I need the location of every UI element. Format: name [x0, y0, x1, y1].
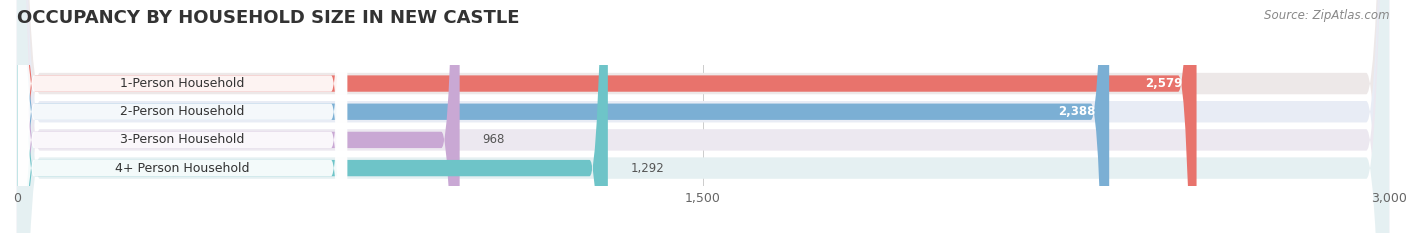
- FancyBboxPatch shape: [18, 0, 347, 233]
- Text: 1,292: 1,292: [631, 161, 665, 175]
- FancyBboxPatch shape: [18, 0, 347, 233]
- FancyBboxPatch shape: [18, 0, 347, 233]
- FancyBboxPatch shape: [17, 0, 1389, 233]
- FancyBboxPatch shape: [17, 0, 1109, 233]
- Text: 968: 968: [482, 134, 505, 146]
- FancyBboxPatch shape: [17, 0, 460, 233]
- FancyBboxPatch shape: [17, 0, 1389, 233]
- FancyBboxPatch shape: [17, 0, 1389, 233]
- FancyBboxPatch shape: [17, 0, 607, 233]
- Text: 2,579: 2,579: [1146, 77, 1182, 90]
- FancyBboxPatch shape: [17, 0, 1197, 233]
- Text: OCCUPANCY BY HOUSEHOLD SIZE IN NEW CASTLE: OCCUPANCY BY HOUSEHOLD SIZE IN NEW CASTL…: [17, 9, 519, 27]
- FancyBboxPatch shape: [18, 0, 347, 233]
- Text: 2,388: 2,388: [1059, 105, 1095, 118]
- FancyBboxPatch shape: [17, 0, 1389, 233]
- Text: 1-Person Household: 1-Person Household: [121, 77, 245, 90]
- Text: 4+ Person Household: 4+ Person Household: [115, 161, 250, 175]
- Text: Source: ZipAtlas.com: Source: ZipAtlas.com: [1264, 9, 1389, 22]
- Text: 3-Person Household: 3-Person Household: [121, 134, 245, 146]
- Text: 2-Person Household: 2-Person Household: [121, 105, 245, 118]
